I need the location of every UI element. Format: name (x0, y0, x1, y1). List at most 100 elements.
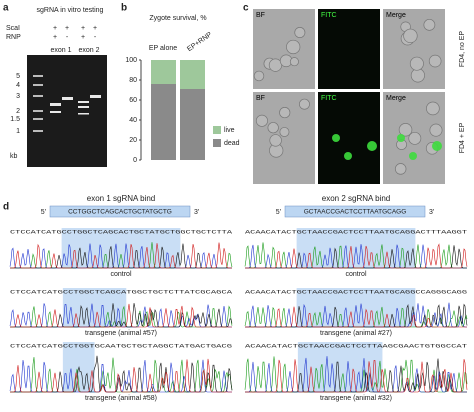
trace-label: transgene (animal #58) (85, 395, 157, 402)
trace-label: transgene (animal #27) (320, 330, 392, 337)
fluor (432, 141, 442, 151)
trace (245, 243, 468, 269)
highlight (62, 288, 127, 327)
bar (180, 89, 205, 160)
micro-image (318, 92, 380, 184)
cell (410, 68, 425, 83)
y-tick-label: 100 (125, 57, 137, 64)
prime-label: 3' (194, 209, 199, 216)
panel-label: c (243, 3, 249, 14)
cell (289, 57, 299, 67)
fluor (344, 152, 352, 160)
ladder-label: 5 (16, 73, 20, 80)
cell (279, 107, 291, 119)
cell (269, 134, 282, 147)
cell (429, 123, 443, 137)
trace-label: transgene (animal #57) (85, 330, 157, 337)
cell (403, 28, 418, 44)
cell (426, 101, 440, 116)
band (50, 111, 61, 113)
ladder-label: 3 (16, 93, 20, 100)
cell (423, 18, 436, 31)
trace (245, 306, 467, 328)
lane-mark: - (66, 34, 69, 41)
y-tick-label: 40 (129, 117, 137, 124)
cell (394, 163, 407, 175)
base-calls: ACAACATACTGCTAACCGACTCCTTAAGCGAACTGTGGCC… (245, 343, 467, 349)
panel-title: sgRNA in vitro testing (37, 7, 104, 14)
base-calls: CTCCATCATGCCTGGCTCAGCATGGCTGCTCTTATCGCAG… (10, 289, 232, 295)
legend-label: live (224, 127, 235, 134)
trace-label: control (345, 271, 366, 278)
band (62, 97, 73, 100)
ladder-label: 2 (16, 108, 20, 115)
cell (398, 123, 413, 137)
lane-label: exon 1 (50, 47, 71, 54)
row-label: ScaI (6, 25, 20, 32)
cell (409, 56, 424, 71)
cell (279, 127, 290, 137)
cell (268, 58, 283, 72)
panel-label: b (121, 3, 127, 14)
band (33, 95, 43, 97)
y-tick-label: 20 (129, 137, 137, 144)
channel-label: Merge (386, 95, 406, 102)
group-title: exon 1 sgRNA bind (87, 194, 156, 203)
x-tick-label: EP alone (149, 45, 177, 52)
guide-seq: CCTGGCTCAGCACTGCTATGCTG (68, 209, 172, 216)
row-label: FD4, no EP (459, 31, 466, 68)
panel-label: d (3, 202, 9, 213)
y-tick-label: 0 (133, 157, 137, 164)
band (33, 75, 43, 77)
channel-label: FITC (321, 12, 337, 19)
band (90, 95, 101, 98)
cell (299, 98, 310, 110)
panel-label: a (3, 3, 9, 14)
band (78, 113, 89, 115)
lane-mark: + (93, 25, 97, 32)
ladder-label: 1.5 (10, 116, 20, 123)
prime-label: 3' (429, 209, 434, 216)
fluor (397, 134, 405, 142)
band (78, 106, 89, 108)
channel-label: BF (256, 95, 265, 102)
trace (10, 358, 232, 393)
lane-label: exon 2 (78, 47, 99, 54)
cell (255, 114, 268, 127)
lane-mark: + (81, 25, 85, 32)
unit-label: kb (10, 153, 18, 160)
band (50, 103, 61, 106)
x-tick-label: EP+RNP (186, 31, 213, 53)
guide-box (49, 205, 191, 218)
cell (253, 70, 265, 82)
fluor (409, 152, 417, 160)
legend-label: dead (224, 140, 240, 147)
fluor (332, 134, 340, 142)
group-title: exon 2 sgRNA bind (322, 194, 391, 203)
lane-mark: + (53, 34, 57, 41)
bar (151, 84, 176, 160)
ladder-label: 4 (16, 82, 20, 89)
trace (245, 359, 468, 393)
row-label: FD4 + EP (459, 122, 466, 153)
channel-label: Merge (386, 12, 406, 19)
trace (10, 242, 232, 269)
band (33, 110, 43, 112)
cell (294, 27, 306, 38)
guide-box (284, 205, 426, 218)
trace-label: control (110, 271, 131, 278)
band (33, 84, 43, 86)
channel-label: FITC (321, 95, 337, 102)
band (33, 130, 43, 132)
base-calls: ACAACATACTGCTAACCGACTCCTTAATGCAGGCCAGGGC… (245, 289, 467, 295)
legend-swatch (213, 139, 221, 147)
base-calls: CTCCATCATGCCTGGTGCAATGCTGCTAGGCTATGACTGA… (10, 343, 232, 349)
cell (428, 54, 442, 68)
y-tick-label: 60 (129, 97, 137, 104)
chart-title: Zygote survival, % (149, 15, 206, 22)
prime-label: 5' (41, 209, 46, 216)
lane-mark: - (94, 34, 97, 41)
trace-label: transgene (animal #32) (320, 395, 392, 402)
cell (286, 39, 301, 55)
